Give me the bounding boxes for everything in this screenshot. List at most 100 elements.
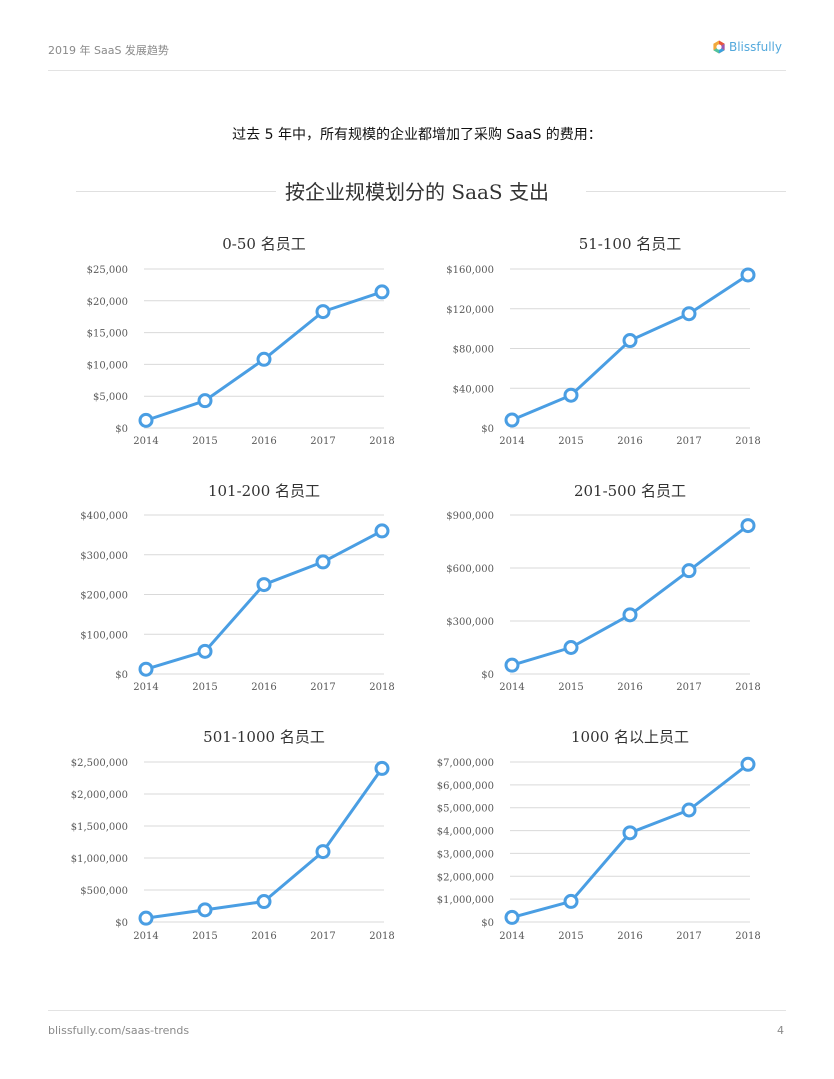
chart-4-x-tick-label: 2017 bbox=[676, 682, 701, 693]
chart-6-data-point bbox=[740, 756, 756, 772]
chart-6-x-tick-label: 2015 bbox=[558, 931, 583, 942]
chart-4-series-line bbox=[510, 524, 750, 667]
chart-4-x-tick-label: 2016 bbox=[617, 682, 642, 693]
chart-2-x-tick-label: 2017 bbox=[676, 436, 701, 447]
chart-5-data-point bbox=[197, 902, 213, 918]
footer-url[interactable]: blissfully.com/saas-trends bbox=[48, 1024, 190, 1037]
chart-1-x-tick-label: 2018 bbox=[369, 436, 394, 447]
chart-3-x-tick-label: 2016 bbox=[251, 682, 276, 693]
chart-5-x-tick-label: 2017 bbox=[310, 931, 335, 942]
chart-4-title: 201-500 名员工 bbox=[574, 482, 686, 500]
chart-4-x-tick-label: 2014 bbox=[499, 682, 524, 693]
chart-2-x-tick-label: 2018 bbox=[735, 436, 760, 447]
chart-3-series-line bbox=[144, 529, 384, 671]
chart-2-x-tick-label: 2015 bbox=[558, 436, 583, 447]
chart-3-x-tick-label: 2017 bbox=[310, 682, 335, 693]
chart-2-y-tick-label: $80,000 bbox=[453, 345, 494, 356]
blissfully-logo-icon bbox=[713, 40, 725, 54]
chart-3-title: 101-200 名员工 bbox=[208, 482, 320, 500]
chart-4-x-tick-label: 2015 bbox=[558, 682, 583, 693]
section-title: 按企业规模划分的 SaaS 支出 bbox=[285, 180, 549, 204]
chart-6-x-tick-label: 2014 bbox=[499, 931, 524, 942]
chart-2-y-tick-label: $120,000 bbox=[446, 305, 494, 316]
chart-2-y-tick-label: $40,000 bbox=[453, 384, 494, 395]
chart-5-y-tick-label: $2,500,000 bbox=[71, 758, 128, 769]
chart-5-data-point bbox=[315, 844, 331, 860]
chart-1-y-tick-label: $0 bbox=[115, 424, 128, 435]
chart-1-x-tick-label: 2015 bbox=[192, 436, 217, 447]
chart-2-y-tick-label: $160,000 bbox=[446, 265, 494, 276]
chart-6-y-tick-label: $0 bbox=[481, 918, 494, 929]
chart-3-y-tick-label: $100,000 bbox=[80, 630, 128, 641]
brand-name: Blissfully bbox=[728, 40, 782, 54]
chart-5-y-tick-label: $1,000,000 bbox=[71, 854, 128, 865]
chart-5-x-tick-label: 2015 bbox=[192, 931, 217, 942]
chart-3-x-tick-label: 2014 bbox=[133, 682, 158, 693]
chart-6-data-point bbox=[622, 825, 638, 841]
chart-2-data-point bbox=[563, 387, 579, 403]
chart-5-x-tick-label: 2018 bbox=[369, 931, 394, 942]
chart-1-y-tick-label: $25,000 bbox=[87, 265, 128, 276]
chart-4-y-tick-label: $600,000 bbox=[446, 564, 494, 575]
chart-6-y-tick-label: $1,000,000 bbox=[437, 895, 494, 906]
chart-5-x-tick-label: 2016 bbox=[251, 931, 276, 942]
chart-3-x-tick-label: 2018 bbox=[369, 682, 394, 693]
chart-5-x-tick-label: 2014 bbox=[133, 931, 158, 942]
chart-2-x-tick-label: 2016 bbox=[617, 436, 642, 447]
chart-5-y-tick-label: $0 bbox=[115, 918, 128, 929]
chart-6-title: 1000 名以上员工 bbox=[571, 728, 689, 746]
chart-3-data-point bbox=[256, 577, 272, 593]
section-divider-left bbox=[76, 191, 276, 192]
chart-3-y-tick-label: $200,000 bbox=[80, 591, 128, 602]
chart-3-x-tick-label: 2015 bbox=[192, 682, 217, 693]
chart-1-y-tick-label: $10,000 bbox=[87, 360, 128, 371]
chart-1-y-tick-label: $20,000 bbox=[87, 297, 128, 308]
chart-3-y-tick-label: $300,000 bbox=[80, 551, 128, 562]
chart-3-y-tick-label: $400,000 bbox=[80, 511, 128, 522]
chart-6-y-tick-label: $5,000,000 bbox=[437, 804, 494, 815]
chart-2-x-tick-label: 2014 bbox=[499, 436, 524, 447]
chart-4-data-point bbox=[681, 563, 697, 579]
chart-6-y-tick-label: $4,000,000 bbox=[437, 827, 494, 838]
intro-text: 过去 5 年中，所有规模的企业都增加了采购 SaaS 的费用： bbox=[232, 127, 602, 143]
chart-1-x-tick-label: 2017 bbox=[310, 436, 335, 447]
header-title: 2019 年 SaaS 发展趋势 bbox=[48, 44, 169, 57]
chart-5-data-point bbox=[374, 760, 390, 776]
chart-4-y-tick-label: $0 bbox=[481, 670, 494, 681]
footer-divider bbox=[48, 1010, 786, 1011]
chart-6-y-tick-label: $6,000,000 bbox=[437, 781, 494, 792]
chart-4-data-point bbox=[563, 640, 579, 655]
chart-6-y-tick-label: $2,000,000 bbox=[437, 872, 494, 883]
chart-6-data-point bbox=[681, 802, 697, 818]
chart-3-y-tick-label: $0 bbox=[115, 670, 128, 681]
chart-2-title: 51-100 名员工 bbox=[579, 235, 682, 253]
chart-4-data-point bbox=[740, 518, 756, 534]
chart-1-data-point bbox=[374, 284, 390, 300]
chart-2-data-point bbox=[622, 333, 638, 349]
page-header: 2019 年 SaaS 发展趋势 Blissfully bbox=[48, 40, 786, 71]
chart-1-y-tick-label: $5,000 bbox=[93, 392, 128, 403]
chart-1-data-point bbox=[256, 351, 272, 367]
chart-6-x-tick-label: 2016 bbox=[617, 931, 642, 942]
brand[interactable]: Blissfully bbox=[712, 40, 782, 54]
chart-6-data-point bbox=[563, 893, 579, 909]
chart-1-data-point bbox=[197, 393, 213, 409]
chart-5-title: 501-1000 名员工 bbox=[203, 728, 325, 746]
chart-1-x-tick-label: 2014 bbox=[133, 436, 158, 447]
chart-6-x-tick-label: 2017 bbox=[676, 931, 701, 942]
chart-2-y-tick-label: $0 bbox=[481, 424, 494, 435]
chart-6-y-tick-label: $3,000,000 bbox=[437, 849, 494, 860]
chart-5-y-tick-label: $500,000 bbox=[80, 886, 128, 897]
chart-4-y-tick-label: $300,000 bbox=[446, 617, 494, 628]
chart-3-data-point bbox=[315, 554, 331, 570]
chart-1-x-tick-label: 2016 bbox=[251, 436, 276, 447]
chart-5-y-tick-label: $2,000,000 bbox=[71, 790, 128, 801]
chart-3-data-point bbox=[197, 643, 213, 659]
chart-6-x-tick-label: 2018 bbox=[735, 931, 760, 942]
chart-2-data-point bbox=[681, 306, 697, 322]
chart-1-y-tick-label: $15,000 bbox=[87, 329, 128, 340]
chart-5-data-point bbox=[256, 894, 272, 910]
section-divider-right bbox=[586, 191, 786, 192]
chart-1-data-point bbox=[138, 412, 154, 428]
